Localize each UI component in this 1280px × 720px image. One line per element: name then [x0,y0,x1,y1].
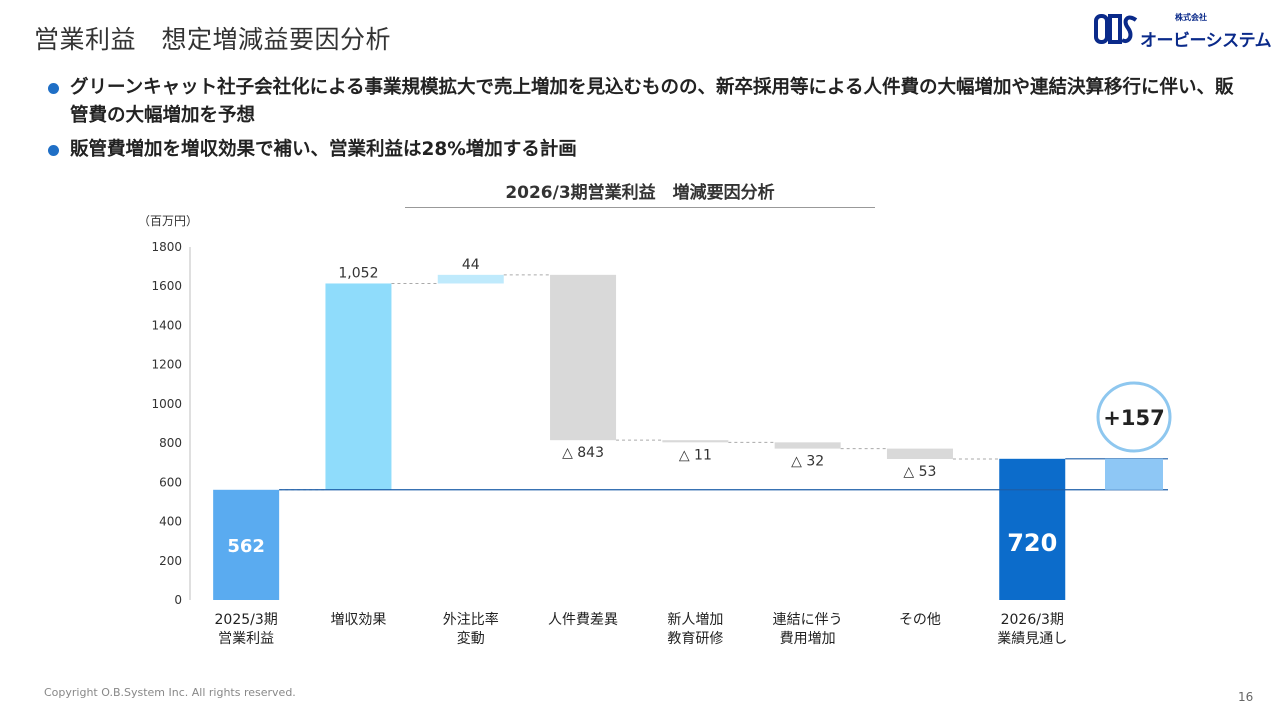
x-tick-label: 2025/3期営業利益 [215,612,278,647]
data-label: △ 32 [791,454,824,470]
chart-title: 2026/3期営業利益 増減要因分析 [505,183,775,203]
bar [662,440,729,443]
y-tick-label: 1800 [151,240,182,254]
data-label: △ 11 [679,447,712,463]
x-tick-label-line: その他 [899,612,941,628]
x-tick-label-line: 連結に伴う [773,612,843,628]
y-tick-label: 1400 [151,318,182,332]
x-tick-label-line: 増収効果 [330,612,386,628]
y-tick-label: 800 [159,436,182,450]
bullet-dot-icon [48,145,59,156]
bar [886,448,953,459]
x-tick-label: 増収効果 [330,612,386,628]
x-tick-label-line: 変動 [457,630,485,647]
x-tick-label-line: 業績見通し [997,631,1067,647]
x-tick-label-line: 営業利益 [218,631,274,647]
data-label: 562 [227,536,265,557]
bullet-item: グリーンキャット社子会社化による事業規模拡大で売上増加を見込むものの、新卒採用等… [48,74,1248,130]
data-label: △ 843 [562,445,604,461]
bar [550,274,617,441]
x-tick-label: 人件費差異 [548,612,618,628]
y-tick-label: 200 [159,554,182,568]
page-number: 16 [1238,690,1254,704]
x-tick-label: 連結に伴う費用増加 [773,612,843,647]
y-tick-label: 600 [159,475,182,489]
bullet-list: グリーンキャット社子会社化による事業規模拡大で売上増加を見込むものの、新卒採用等… [48,74,1248,170]
data-label: 1,052 [338,265,378,281]
y-axis-unit: （百万円） [138,214,199,228]
bullet-item: 販管費増加を増収効果で補い、営業利益は28%増加する計画 [48,136,1248,164]
x-tick-label-line: 費用増加 [780,631,836,647]
data-label: △ 53 [903,464,936,480]
company-logo [1094,12,1254,52]
y-tick-label: 400 [159,515,182,529]
bar [999,458,1066,600]
logo-company-name: オービーシステム [1140,31,1272,51]
y-tick-label: 1000 [151,397,182,411]
x-tick-label-line: 外注比率 [443,611,499,628]
x-tick-label-line: 2025/3期 [215,612,278,628]
y-tick-label: 1600 [151,279,182,293]
chart-title-underline [405,207,875,208]
bullet-dot-icon [48,83,59,94]
bar [437,274,504,284]
data-label: 44 [462,257,480,273]
obs-logo-icon [1094,14,1138,44]
x-tick-label-line: 人件費差異 [548,612,618,628]
x-tick-label: 外注比率変動 [443,611,499,647]
page-title: 営業利益 想定増減益要因分析 [34,25,392,54]
y-tick-label: 0 [174,593,182,607]
x-tick-label: 新人増加教育研修 [667,612,723,647]
copyright: Copyright O.B.System Inc. All rights res… [44,686,296,699]
logo-company-type: 株式会社 [1175,13,1207,22]
x-tick-label-line: 新人増加 [667,612,723,628]
bar [774,442,841,449]
bar [213,489,280,600]
bullet-text: グリーンキャット社子会社化による事業規模拡大で売上増加を見込むものの、新卒採用等… [70,77,1234,126]
bullet-text: 販管費増加を増収効果で補い、営業利益は28%増加する計画 [70,139,577,160]
x-tick-label: その他 [899,612,941,628]
y-tick-label: 1200 [151,358,182,372]
delta-bar [1105,458,1163,490]
x-tick-label-line: 2026/3期 [1001,612,1064,628]
x-tick-label: 2026/3期業績見通し [997,612,1067,647]
delta-label: +157 [1103,406,1164,430]
data-label: 720 [1007,529,1057,557]
bar [325,283,392,490]
delta-circle [1096,381,1172,453]
x-tick-label-line: 教育研修 [667,631,723,647]
